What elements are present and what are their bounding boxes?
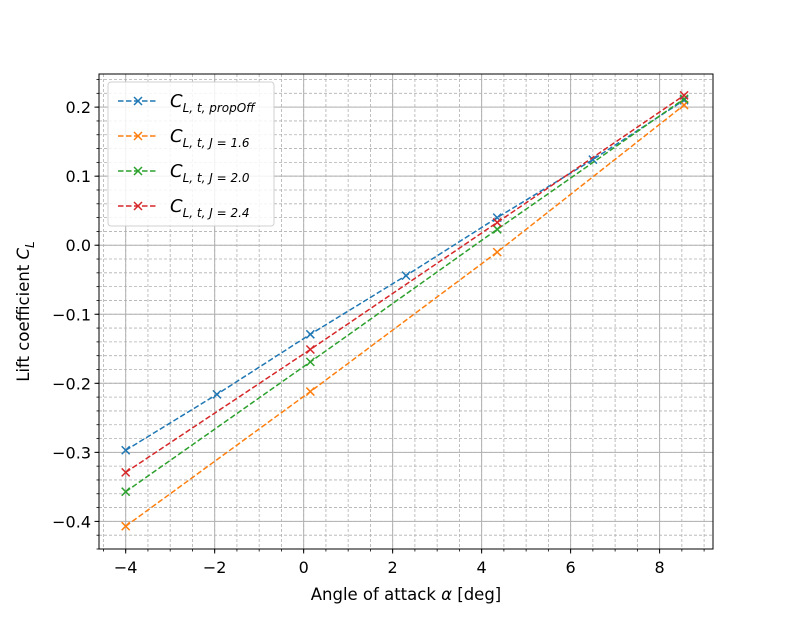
data-point <box>121 467 131 477</box>
y-tick-label: 0.2 <box>66 98 91 117</box>
y-tick-label: −0.4 <box>52 512 91 531</box>
data-point <box>588 155 598 165</box>
marker-stroke <box>212 389 222 399</box>
x-tick-label: 8 <box>655 558 665 577</box>
x-axis-label: Angle of attack α [deg] <box>311 585 502 604</box>
legend-label: CL, t, propOff <box>170 91 256 115</box>
axis-ticks: −4 −2 0 2 4 6 8 −0.4 −0.3 −0.2 −0.1 0.0 0.1 0.2 <box>52 79 705 577</box>
marker-stroke <box>305 344 315 355</box>
data-point <box>212 389 222 399</box>
marker-stroke <box>492 247 502 257</box>
legend-item: CL, t, J = 1.6 <box>118 126 250 150</box>
data-point <box>492 247 502 257</box>
data-point <box>305 344 315 355</box>
data-point <box>121 521 131 531</box>
series-line <box>125 94 685 473</box>
marker-stroke <box>121 467 131 477</box>
marker-stroke <box>121 487 131 497</box>
legend-marker <box>133 131 143 141</box>
legend-label: CL, t, J = 2.4 <box>170 196 250 220</box>
legend-box <box>107 81 275 227</box>
x-tick-label: 2 <box>388 558 398 577</box>
data-point <box>679 94 689 104</box>
legend-item: CL, t, J = 2.0 <box>118 161 250 185</box>
y-tick-label: 0.1 <box>66 167 91 186</box>
marker-stroke <box>679 94 689 104</box>
marker-stroke <box>133 201 143 211</box>
y-tick-label: −0.1 <box>52 305 91 324</box>
series-2 <box>121 100 689 531</box>
marker-stroke <box>492 217 502 227</box>
marker-stroke <box>133 166 143 176</box>
data-point <box>305 387 315 397</box>
legend-item: CL, t, J = 2.4 <box>118 196 250 220</box>
y-tick-label: 0.0 <box>66 236 91 255</box>
legend: CL, t, propOff CL, t, J = 1.6 CL, t, J = 2… <box>107 81 275 227</box>
x-tick-label: 0 <box>299 558 309 577</box>
marker-stroke <box>121 445 131 455</box>
x-tick-label: −4 <box>114 558 138 577</box>
series-line <box>125 98 685 493</box>
marker-stroke <box>679 90 689 100</box>
data-point <box>401 271 411 281</box>
data-point <box>305 357 315 367</box>
y-tick-label: −0.2 <box>52 374 91 393</box>
marker-stroke <box>492 224 502 234</box>
marker-stroke <box>305 387 315 397</box>
marker-stroke <box>588 155 598 165</box>
marker-stroke <box>133 96 143 106</box>
axes-frame <box>98 73 714 550</box>
legend-marker <box>133 96 143 106</box>
data-point <box>492 224 502 234</box>
legend-label: CL, t, J = 2.0 <box>170 161 250 185</box>
series-4 <box>121 90 689 477</box>
series-line <box>125 104 685 527</box>
marker-stroke <box>121 521 131 531</box>
marker-stroke <box>305 329 315 339</box>
marker-stroke <box>305 357 315 367</box>
marker-stroke <box>133 131 143 141</box>
series-3 <box>121 94 689 497</box>
data-point <box>121 445 131 455</box>
legend-marker <box>133 201 143 211</box>
legend-marker <box>133 166 143 176</box>
x-tick-label: 4 <box>477 558 487 577</box>
legend-item: CL, t, propOff <box>118 91 256 115</box>
legend-label: CL, t, J = 1.6 <box>170 126 250 150</box>
y-axis-label: Lift coefficient CL <box>14 241 37 381</box>
y-tick-label: −0.3 <box>52 443 91 462</box>
data-point <box>121 487 131 497</box>
plot-area <box>121 90 689 531</box>
data-point <box>492 217 502 227</box>
marker-stroke <box>401 271 411 281</box>
data-point <box>679 90 689 100</box>
x-tick-label: −2 <box>203 558 227 577</box>
x-tick-label: 6 <box>566 558 576 577</box>
data-point <box>305 329 315 339</box>
